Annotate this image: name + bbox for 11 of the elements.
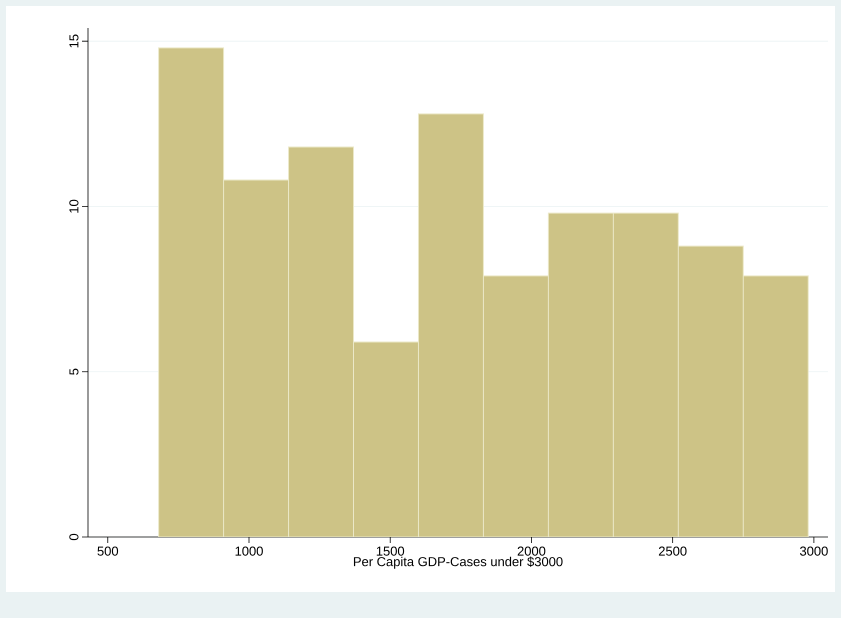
- y-tick-label: 15: [69, 34, 78, 48]
- x-tick-label: 1500: [376, 546, 404, 556]
- y-tick-label: 0: [69, 534, 78, 540]
- x-axis-title: Per Capita GDP-Cases under $3000: [354, 556, 563, 569]
- y-tick-label: 10: [69, 200, 78, 213]
- x-tick-label: 1000: [236, 546, 263, 556]
- x-tick-label: 3000: [800, 546, 828, 556]
- x-tick-label: 500: [97, 546, 118, 556]
- x-tick-label: 2500: [658, 546, 687, 556]
- y-tick-label: 5: [69, 368, 78, 375]
- x-tick-label: 2000: [518, 546, 546, 556]
